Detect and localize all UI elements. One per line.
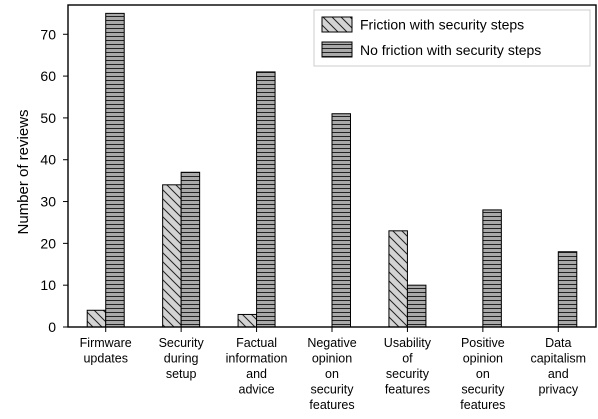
x-tick-label: Data capitalism and privacy [530,336,586,397]
bar-friction-5 [388,230,408,328]
legend-box [313,9,591,67]
y-tick-label: 60 [40,68,56,84]
x-tick-label: Security during setup [159,336,205,381]
bar-no-friction-3 [256,71,276,328]
legend-label-no-friction: No friction with security steps [360,42,541,58]
y-axis-title: Number of reviews [15,109,32,234]
x-tick-label: Factual information and advice [226,336,288,397]
y-tick-label: 40 [40,152,56,168]
x-tick-label: Firmware updates [80,336,132,366]
y-tick-label: 0 [48,319,56,335]
y-tick-label: 50 [40,110,56,126]
y-tick-label: 70 [40,26,56,42]
legend-label-friction: Friction with security steps [360,17,524,33]
bar-no-friction-5 [406,284,427,328]
bar-friction-2 [162,184,182,328]
legend: Friction with security steps No friction… [313,9,591,67]
bar-no-friction-1 [105,12,125,328]
y-tick-label: 30 [40,194,56,210]
x-tick-label: Positive opinion on security features [460,336,505,412]
bars-layer [86,12,578,328]
x-tick-label: Usability of security features [384,336,432,397]
x-tick-label: Negative opinion on security features [307,336,356,412]
bar-no-friction-4 [331,113,351,328]
legend-swatch-friction [321,16,353,33]
plot-frame [67,4,597,328]
legend-swatch-no-friction [321,41,353,58]
y-tick-label: 20 [40,235,56,251]
bar-friction-1 [86,309,107,328]
bar-no-friction-6 [482,209,502,328]
bar-no-friction-2 [180,171,201,328]
y-tick-label: 10 [40,277,56,293]
axis-layer: 0 10 20 30 40 50 60 70 Firmware updates Security du… [40,26,586,412]
bar-no-friction-7 [557,251,578,328]
bar-friction-3 [237,313,258,328]
